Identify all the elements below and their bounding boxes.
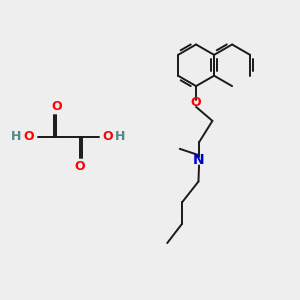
Text: H: H: [11, 130, 22, 143]
Text: N: N: [193, 153, 205, 167]
Text: H: H: [115, 130, 125, 143]
Text: O: O: [102, 130, 113, 143]
Text: O: O: [75, 160, 86, 173]
Text: O: O: [51, 100, 62, 113]
Text: O: O: [191, 96, 201, 109]
Text: O: O: [23, 130, 34, 143]
